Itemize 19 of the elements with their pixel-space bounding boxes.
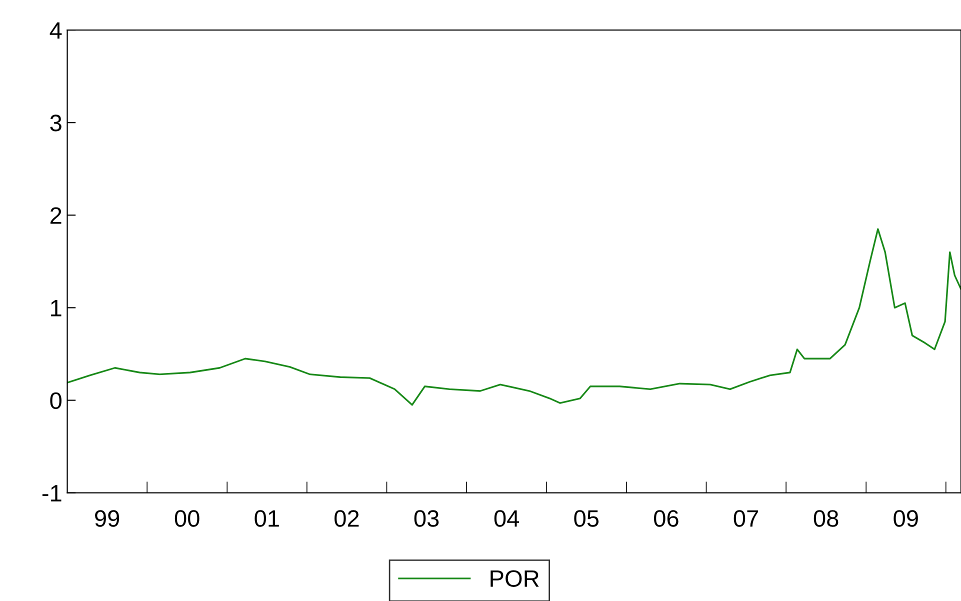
y-tick-label: 2 xyxy=(50,207,62,224)
x-tick-label: 08 xyxy=(814,510,838,527)
x-tick-label: 02 xyxy=(334,510,359,527)
x-tick-label: 00 xyxy=(174,510,200,527)
legend-label: POR xyxy=(490,570,539,587)
x-tick-label: 05 xyxy=(574,510,599,527)
x-tick-label: 09 xyxy=(894,510,918,527)
x-tick-label: 03 xyxy=(414,510,439,527)
line-series xyxy=(67,228,961,406)
y-tick-label: 4 xyxy=(50,22,62,39)
x-tick-label: 99 xyxy=(95,510,120,527)
x-tick-label: 04 xyxy=(494,510,520,527)
x-tick-label: 07 xyxy=(734,510,758,527)
y-tick-label: 3 xyxy=(50,114,62,132)
y-tick-label: 1 xyxy=(51,300,62,316)
y-tick-label: -1 xyxy=(42,485,62,502)
x-tick-label: 06 xyxy=(654,510,678,527)
x-tick-label: 01 xyxy=(254,510,279,527)
y-tick-label: 0 xyxy=(50,392,62,410)
